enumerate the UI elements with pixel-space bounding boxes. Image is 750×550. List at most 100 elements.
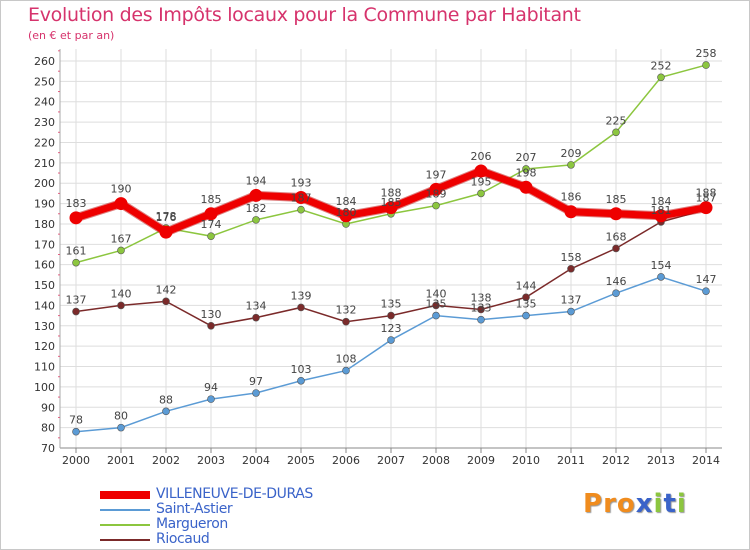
data-labels: 78 80 88 94 97 103 108 123 135 133 135 137 146 154 147…: [66, 47, 717, 427]
data-label: 187: [696, 192, 717, 205]
data-point: [252, 313, 260, 322]
data-label: 187: [291, 192, 312, 205]
data-point: [207, 321, 215, 330]
data-label: 132: [336, 304, 357, 317]
data-label: 123: [381, 322, 402, 335]
data-label: 185: [201, 193, 222, 206]
data-label: 183: [66, 197, 87, 210]
data-label: 133: [471, 302, 492, 315]
data-label: 189: [426, 188, 447, 201]
x-tick-label: 2000: [62, 454, 90, 467]
x-tick-label: 2014: [692, 454, 720, 467]
legend-swatch: [100, 524, 150, 526]
data-point: [387, 311, 395, 320]
data-point: [339, 209, 353, 223]
data-point: [567, 264, 575, 273]
y-tick-label: 190: [34, 198, 55, 211]
data-point: [474, 164, 488, 178]
data-label: 182: [246, 202, 267, 215]
legend-label: VILLENEUVE-DE-DURAS: [156, 486, 313, 502]
data-point: [432, 201, 440, 210]
x-tick-label: 2002: [152, 454, 180, 467]
chart-subtitle: (en € et par an): [28, 29, 115, 42]
data-label: 188: [696, 187, 717, 200]
legend-swatch: [100, 509, 150, 511]
data-point: [522, 311, 530, 320]
y-tick-label: 110: [34, 361, 55, 374]
data-point: [162, 407, 170, 416]
data-point: [117, 423, 125, 432]
y-tick-label: 100: [34, 381, 55, 394]
data-label: 158: [561, 251, 582, 264]
x-tick-label: 2006: [332, 454, 360, 467]
data-point: [204, 207, 218, 221]
data-point: [522, 165, 530, 173]
data-point: [477, 189, 485, 198]
data-label: 197: [426, 168, 447, 181]
legend-item: Riocaud: [100, 531, 360, 547]
data-point: [297, 205, 305, 214]
y-tick-label: 170: [34, 238, 55, 251]
proxiti-logo: Proxiti: [583, 489, 687, 519]
data-point: [72, 427, 80, 436]
y-tick-label: 130: [34, 320, 55, 333]
data-label: 186: [561, 191, 582, 204]
data-point: [252, 389, 260, 397]
data-point: [519, 180, 533, 194]
legend-item: Saint-Astier: [100, 501, 360, 517]
y-tick-label: 250: [34, 75, 55, 88]
data-label: 185: [381, 196, 402, 209]
y-tick-label: 140: [34, 299, 55, 312]
data-label: 178: [156, 210, 177, 223]
data-point: [612, 128, 620, 137]
data-point: [114, 197, 128, 211]
data-label: 258: [696, 47, 717, 60]
data-label: 80: [114, 410, 128, 423]
data-point: [477, 315, 485, 324]
data-label: 137: [66, 294, 87, 307]
series-layer: [69, 61, 713, 436]
data-point: [252, 216, 260, 224]
data-label: 184: [651, 195, 672, 208]
legend-swatch: [100, 539, 150, 541]
y-tick-label: 200: [34, 177, 55, 190]
x-tick-label: 2012: [602, 454, 630, 467]
legend-label: Margueron: [156, 516, 228, 532]
data-point: [522, 293, 530, 302]
data-label: 103: [291, 363, 312, 376]
data-point: [72, 258, 80, 267]
data-label: 142: [156, 283, 177, 296]
data-label: 188: [381, 187, 402, 200]
data-point: [207, 232, 215, 240]
data-label: 180: [336, 206, 357, 219]
data-point: [564, 205, 578, 219]
data-label: 206: [471, 150, 492, 163]
data-point: [657, 73, 665, 82]
data-label: 252: [651, 59, 672, 72]
data-label: 147: [696, 273, 717, 286]
data-label: 185: [606, 193, 627, 206]
data-label: 190: [111, 183, 132, 196]
data-label: 78: [69, 414, 83, 427]
data-label: 134: [246, 300, 267, 313]
chart-title: Evolution des Impôts locaux pour la Comm…: [28, 4, 581, 26]
y-tick-label: 260: [34, 55, 55, 68]
y-tick-label: 230: [34, 116, 55, 129]
x-tick-label: 2008: [422, 454, 450, 467]
data-label: 138: [471, 291, 492, 304]
data-label: 174: [201, 218, 222, 231]
data-label: 207: [516, 151, 537, 164]
y-tick-label: 150: [34, 279, 55, 292]
x-tick-label: 2004: [242, 454, 270, 467]
data-label: 194: [246, 174, 267, 187]
grid-lines: [60, 49, 722, 449]
data-point: [384, 201, 398, 215]
data-point: [297, 376, 305, 385]
legend-label: Saint-Astier: [156, 501, 233, 517]
data-point: [207, 395, 215, 403]
y-tick-label: 220: [34, 136, 55, 149]
data-point: [387, 336, 395, 344]
data-point: [162, 297, 170, 306]
data-label: 140: [111, 287, 132, 300]
data-point: [567, 161, 575, 169]
